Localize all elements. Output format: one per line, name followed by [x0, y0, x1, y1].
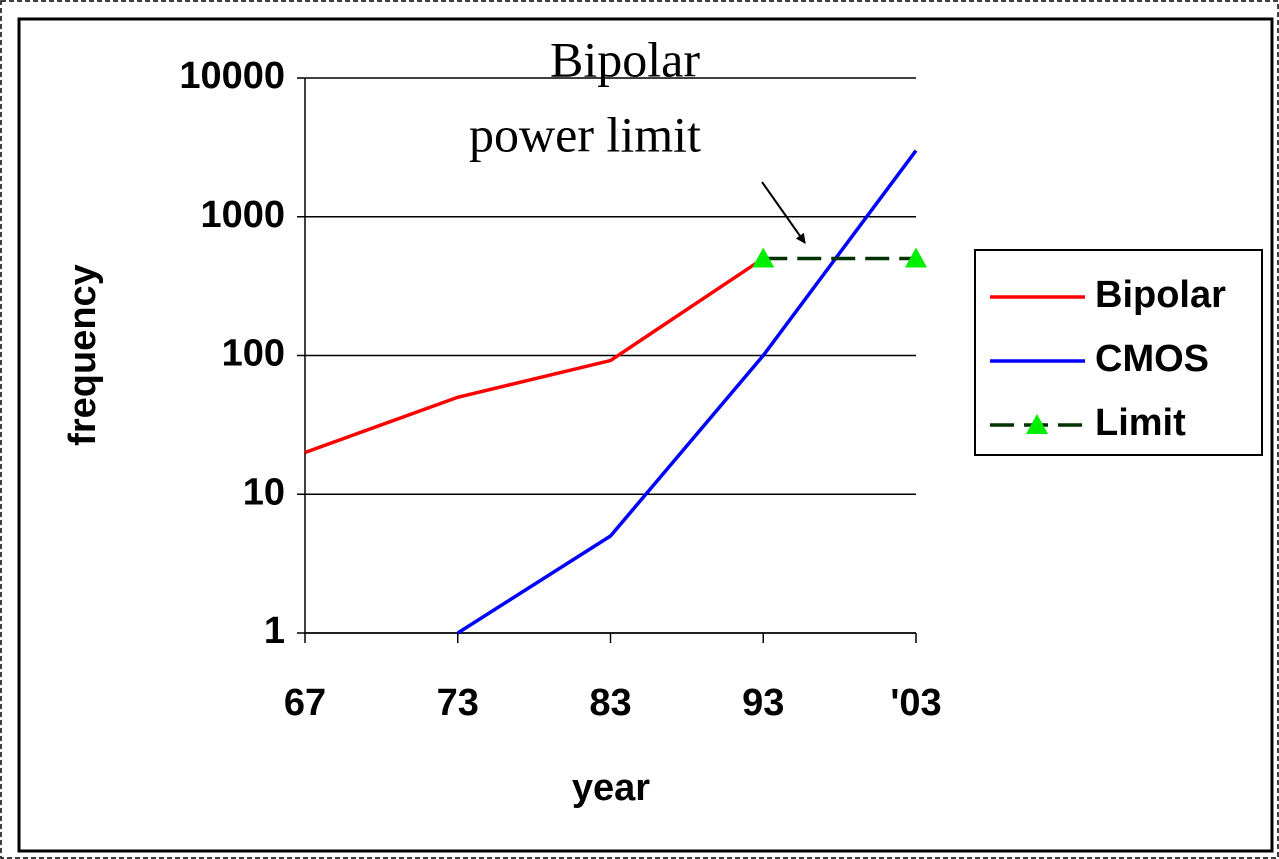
annotation-arrow — [761, 181, 806, 244]
x-tick-label: 93 — [742, 682, 784, 724]
legend-label: Limit — [1095, 402, 1186, 444]
y-tick-label: 10 — [243, 471, 285, 513]
y-tick-label: 100 — [222, 333, 285, 375]
legend-label: Bipolar — [1095, 274, 1226, 316]
legend-label: CMOS — [1095, 338, 1209, 380]
y-tick-label: 1 — [264, 610, 285, 652]
chart-frame — [17, 17, 1274, 853]
x-tick-label: '03 — [890, 682, 941, 724]
marker — [1026, 414, 1048, 434]
x-tick-label: 73 — [437, 682, 479, 724]
x-axis-label: year — [572, 767, 650, 809]
x-tick-label: 83 — [589, 682, 631, 724]
line — [456, 149, 918, 635]
y-axis-label: frequency — [62, 264, 104, 446]
marker — [752, 247, 775, 268]
marker — [905, 247, 927, 268]
y-tick-label: 10000 — [179, 55, 285, 97]
annotation: power limit — [469, 106, 701, 162]
legend-box — [974, 249, 1263, 456]
line — [304, 257, 765, 455]
x-tick-label: 67 — [284, 682, 326, 724]
annotation: Bipolar — [550, 31, 700, 87]
y-tick-label: 1000 — [200, 194, 285, 236]
